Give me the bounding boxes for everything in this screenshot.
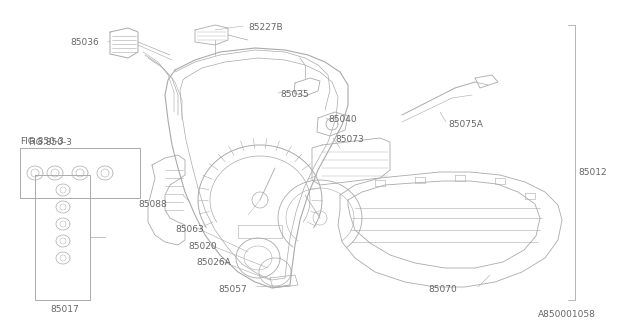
Text: 85026A: 85026A [196, 258, 231, 267]
Text: 85227B: 85227B [248, 23, 283, 32]
Text: A850001058: A850001058 [538, 310, 596, 319]
Text: 85012: 85012 [578, 168, 607, 177]
Text: 85063: 85063 [175, 225, 204, 234]
Text: 85088: 85088 [138, 200, 167, 209]
Text: 85035: 85035 [280, 90, 308, 99]
Text: 85017: 85017 [50, 305, 79, 314]
Text: 85057: 85057 [218, 285, 247, 294]
Text: FIG.850-3: FIG.850-3 [20, 137, 64, 146]
Text: FIG.850-3: FIG.850-3 [28, 138, 72, 147]
Text: 85075A: 85075A [448, 120, 483, 129]
Text: 85020: 85020 [188, 242, 216, 251]
Text: 85040: 85040 [328, 115, 356, 124]
Text: 85073: 85073 [335, 135, 364, 144]
Text: 85070: 85070 [428, 285, 457, 294]
Text: 85036: 85036 [70, 38, 99, 47]
